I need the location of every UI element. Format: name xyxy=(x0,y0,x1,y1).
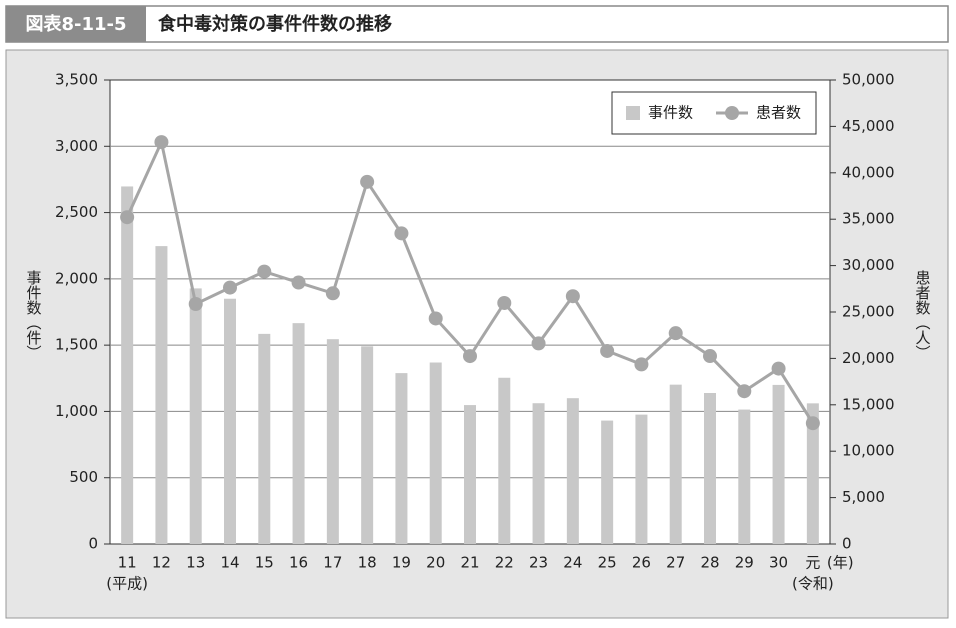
header-box xyxy=(5,5,949,43)
y2-tick-label: 10,000 xyxy=(842,442,895,460)
x-tick-label: 13 xyxy=(186,554,205,572)
x-tick-label: 元 xyxy=(805,554,820,572)
bar xyxy=(189,288,202,544)
x-tick-label: 11 xyxy=(118,554,137,572)
line-point xyxy=(531,336,546,351)
y2-tick-label: 50,000 xyxy=(842,71,895,89)
x-tick-label: 17 xyxy=(323,554,342,572)
bar xyxy=(772,384,785,544)
y2-tick-label: 25,000 xyxy=(842,303,895,321)
bar xyxy=(566,398,579,544)
y2-axis-title: 患者数（人） xyxy=(914,270,932,360)
x-unit: (年) xyxy=(827,554,854,572)
bar xyxy=(532,403,545,544)
bar xyxy=(738,409,751,544)
x-tick-label: 18 xyxy=(358,554,377,572)
line-point xyxy=(600,343,615,358)
legend-marker xyxy=(725,106,739,120)
x-tick-label: 23 xyxy=(529,554,548,572)
y-tick-label: 2,500 xyxy=(55,203,98,221)
y2-tick-label: 20,000 xyxy=(842,349,895,367)
x-tick-label: 12 xyxy=(152,554,171,572)
line-point xyxy=(223,280,237,295)
bar xyxy=(292,323,305,544)
line-point xyxy=(428,311,443,326)
header-label-box xyxy=(6,6,146,42)
x-tick-label: 27 xyxy=(666,554,685,572)
era-label: (平成) xyxy=(106,575,148,593)
line-point xyxy=(805,416,820,431)
bar xyxy=(326,339,339,544)
line-point xyxy=(154,135,169,150)
x-tick-label: 25 xyxy=(598,554,617,572)
line-point xyxy=(120,210,135,225)
line-point xyxy=(463,349,477,364)
bar xyxy=(601,420,614,544)
x-tick-label: 20 xyxy=(426,554,445,572)
bar xyxy=(155,246,168,544)
line-point xyxy=(565,289,580,304)
bar xyxy=(669,384,682,544)
line-point xyxy=(325,286,340,301)
line-point xyxy=(257,264,272,279)
legend-box xyxy=(611,91,817,135)
x-tick-label: 24 xyxy=(563,554,582,572)
bar xyxy=(704,393,716,544)
line-point xyxy=(634,357,649,372)
y-tick-label: 1,500 xyxy=(55,336,98,354)
bar xyxy=(395,373,408,544)
line-point xyxy=(771,361,786,376)
y-tick-label: 2,000 xyxy=(55,269,98,287)
y2-tick-label: 15,000 xyxy=(842,395,895,413)
y2-tick-label: 0 xyxy=(842,535,852,553)
line-point xyxy=(737,384,752,399)
line-point xyxy=(703,349,717,364)
x-tick-label: 22 xyxy=(495,554,514,572)
line-point xyxy=(394,226,409,241)
bar xyxy=(429,362,442,544)
line-point xyxy=(497,295,512,310)
legend-swatch xyxy=(626,106,640,120)
x-tick-label: 21 xyxy=(460,554,479,572)
x-tick-label: 16 xyxy=(289,554,308,572)
x-tick-label: 29 xyxy=(735,554,754,572)
bar xyxy=(464,405,476,544)
header-label: 図表8-11-5 xyxy=(25,13,126,35)
line-point xyxy=(188,297,203,312)
bar xyxy=(121,186,134,544)
era-label: (令和) xyxy=(792,575,834,593)
legend-label: 事件数 xyxy=(648,104,693,122)
x-tick-label: 30 xyxy=(769,554,788,572)
y2-tick-label: 5,000 xyxy=(842,488,885,506)
bar xyxy=(806,403,819,544)
y-tick-label: 3,500 xyxy=(55,71,98,89)
line-point xyxy=(668,326,683,341)
legend-label: 患者数 xyxy=(756,104,801,122)
y2-tick-label: 35,000 xyxy=(842,210,895,228)
bar xyxy=(635,414,648,544)
y-tick-label: 500 xyxy=(69,468,98,486)
line-point xyxy=(291,275,306,290)
y-tick-label: 3,000 xyxy=(55,137,98,155)
y-axis-title: 事件数（件） xyxy=(25,270,43,360)
x-tick-label: 19 xyxy=(392,554,411,572)
x-tick-label: 14 xyxy=(220,554,239,572)
y-tick-label: 1,000 xyxy=(55,402,98,420)
x-tick-label: 26 xyxy=(632,554,651,572)
y2-tick-label: 45,000 xyxy=(842,117,895,135)
y2-tick-label: 40,000 xyxy=(842,163,895,181)
y-tick-label: 0 xyxy=(88,535,98,553)
header-title: 食中毒対策の事件件数の推移 xyxy=(157,13,392,35)
line-point xyxy=(360,174,375,189)
y2-tick-label: 30,000 xyxy=(842,256,895,274)
bar xyxy=(361,346,374,544)
bar xyxy=(224,298,236,544)
x-tick-label: 15 xyxy=(255,554,274,572)
bar xyxy=(498,377,511,544)
bar xyxy=(258,333,271,544)
x-tick-label: 28 xyxy=(700,554,719,572)
